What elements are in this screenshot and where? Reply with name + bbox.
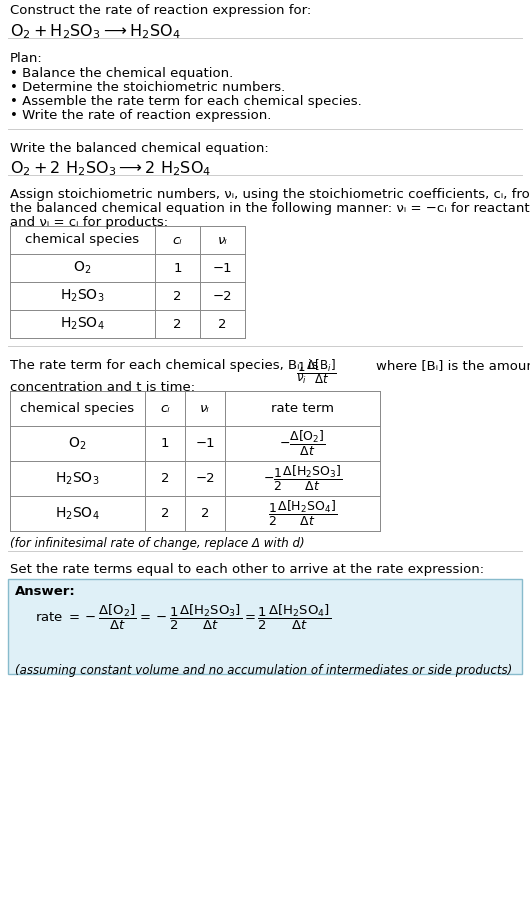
Text: (for infinitesimal rate of change, replace Δ with d): (for infinitesimal rate of change, repla…	[10, 537, 305, 550]
Text: rate term: rate term	[271, 402, 334, 415]
Text: −1: −1	[213, 261, 232, 275]
Text: • Write the rate of reaction expression.: • Write the rate of reaction expression.	[10, 109, 271, 122]
Text: 1: 1	[161, 437, 169, 450]
Text: 2: 2	[161, 507, 169, 520]
Text: chemical species: chemical species	[25, 234, 139, 247]
FancyBboxPatch shape	[8, 579, 522, 674]
Text: and νᵢ = cᵢ for products:: and νᵢ = cᵢ for products:	[10, 216, 168, 229]
Text: $\dfrac{1}{2}\dfrac{\Delta[\mathrm{H_2SO_4}]}{\Delta t}$: $\dfrac{1}{2}\dfrac{\Delta[\mathrm{H_2SO…	[268, 499, 337, 528]
Text: 1: 1	[173, 261, 182, 275]
Text: • Balance the chemical equation.: • Balance the chemical equation.	[10, 67, 233, 80]
Text: where [Bᵢ] is the amount: where [Bᵢ] is the amount	[376, 359, 530, 372]
Text: • Assemble the rate term for each chemical species.: • Assemble the rate term for each chemic…	[10, 95, 362, 108]
Text: $\mathrm{H_2SO_4}$: $\mathrm{H_2SO_4}$	[55, 505, 100, 521]
Text: (assuming constant volume and no accumulation of intermediates or side products): (assuming constant volume and no accumul…	[15, 664, 513, 677]
Text: $\mathrm{H_2SO_3}$: $\mathrm{H_2SO_3}$	[60, 288, 105, 304]
Text: cᵢ: cᵢ	[173, 234, 182, 247]
Text: $\mathrm{O_2 + H_2SO_3 \longrightarrow H_2SO_4}$: $\mathrm{O_2 + H_2SO_3 \longrightarrow H…	[10, 22, 181, 41]
Text: $\dfrac{1}{\nu_i}\dfrac{\Delta[\mathrm{B}_i]}{\Delta t}$: $\dfrac{1}{\nu_i}\dfrac{\Delta[\mathrm{B…	[296, 357, 337, 386]
Text: $\mathrm{H_2SO_3}$: $\mathrm{H_2SO_3}$	[55, 470, 100, 487]
Text: $\mathrm{O_2 + 2\ H_2SO_3 \longrightarrow 2\ H_2SO_4}$: $\mathrm{O_2 + 2\ H_2SO_3 \longrightarro…	[10, 159, 211, 177]
Text: 2: 2	[173, 289, 182, 302]
Text: $\mathrm{O_2}$: $\mathrm{O_2}$	[68, 435, 86, 451]
Text: 2: 2	[161, 472, 169, 485]
Text: Answer:: Answer:	[15, 585, 76, 598]
Text: the balanced chemical equation in the following manner: νᵢ = −cᵢ for reactants: the balanced chemical equation in the fo…	[10, 202, 530, 215]
Text: −2: −2	[195, 472, 215, 485]
Text: −1: −1	[195, 437, 215, 450]
Text: 2: 2	[218, 318, 227, 330]
Text: $-\dfrac{\Delta[\mathrm{O_2}]}{\Delta t}$: $-\dfrac{\Delta[\mathrm{O_2}]}{\Delta t}…	[279, 429, 326, 458]
Text: concentration and t is time:: concentration and t is time:	[10, 381, 195, 394]
Text: Set the rate terms equal to each other to arrive at the rate expression:: Set the rate terms equal to each other t…	[10, 563, 484, 576]
Text: Assign stoichiometric numbers, νᵢ, using the stoichiometric coefficients, cᵢ, fr: Assign stoichiometric numbers, νᵢ, using…	[10, 188, 530, 201]
Text: Write the balanced chemical equation:: Write the balanced chemical equation:	[10, 142, 269, 155]
Text: $\mathrm{H_2SO_4}$: $\mathrm{H_2SO_4}$	[60, 316, 105, 332]
Text: • Determine the stoichiometric numbers.: • Determine the stoichiometric numbers.	[10, 81, 285, 94]
Text: 2: 2	[173, 318, 182, 330]
Text: cᵢ: cᵢ	[160, 402, 170, 415]
Text: −2: −2	[213, 289, 232, 302]
Text: $-\dfrac{1}{2}\dfrac{\Delta[\mathrm{H_2SO_3}]}{\Delta t}$: $-\dfrac{1}{2}\dfrac{\Delta[\mathrm{H_2S…	[263, 464, 342, 493]
Text: νᵢ: νᵢ	[200, 402, 210, 415]
Text: Plan:: Plan:	[10, 52, 43, 65]
Text: The rate term for each chemical species, Bᵢ, is: The rate term for each chemical species,…	[10, 359, 319, 372]
Text: νᵢ: νᵢ	[218, 234, 227, 247]
Text: 2: 2	[201, 507, 209, 520]
Text: Construct the rate of reaction expression for:: Construct the rate of reaction expressio…	[10, 4, 311, 17]
Text: chemical species: chemical species	[21, 402, 135, 415]
Text: rate $= -\dfrac{\Delta[\mathrm{O_2}]}{\Delta t} = -\dfrac{1}{2}\dfrac{\Delta[\ma: rate $= -\dfrac{\Delta[\mathrm{O_2}]}{\D…	[35, 603, 331, 632]
Text: $\mathrm{O_2}$: $\mathrm{O_2}$	[73, 259, 92, 277]
